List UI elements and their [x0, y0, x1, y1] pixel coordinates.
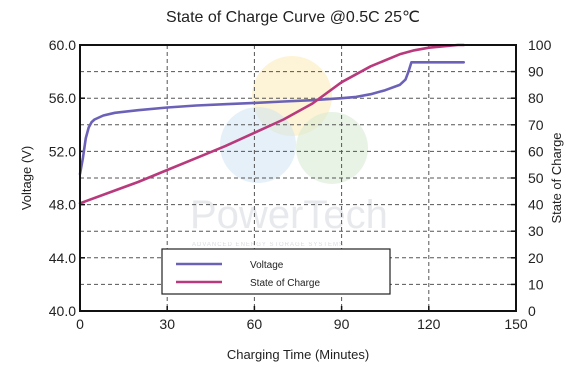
- y-left-tick-label: 44.0: [49, 250, 76, 266]
- legend-box: [161, 248, 391, 295]
- watermark-brand: PowerTech: [190, 193, 388, 237]
- x-tick-label: 0: [76, 316, 84, 332]
- y-left-tick-labels: 40.0 44.0 48.0 52.0 56.0 60.0: [49, 37, 85, 319]
- watermark-logo: PowerTech ADVANCED ENERGY STORAGE SYSTEM…: [190, 56, 388, 248]
- y-right-tick-label: 70: [528, 117, 544, 133]
- y-right-tick-label: 30: [528, 223, 544, 239]
- x-tick-label: 60: [247, 316, 263, 332]
- y-left-tick-label: 60.0: [49, 37, 76, 53]
- x-tick-label: 120: [417, 316, 441, 332]
- y-right-tick-label: 40: [528, 197, 544, 213]
- y-right-tick-label: 10: [528, 276, 544, 292]
- y-left-tick-label: 52.0: [49, 143, 76, 159]
- voltage-line: [78, 60, 466, 176]
- y-left-tick-label: 48.0: [49, 197, 76, 213]
- y-right-tick-label: 20: [528, 250, 544, 266]
- y-right-tick-label: 80: [528, 90, 544, 106]
- y-right-tick-label: 60: [528, 143, 544, 159]
- grid-lines: [80, 45, 516, 311]
- y-left-tick-label: 40.0: [49, 303, 76, 319]
- y-right-tick-labels: 0 10 20 30 40 50 60 70 80 90 100: [511, 37, 552, 319]
- x-axis-label: Charging Time (Minutes): [227, 347, 369, 362]
- y-right-tick-label: 100: [528, 37, 552, 53]
- legend-label-voltage: Voltage: [250, 260, 284, 271]
- legend-label-soc: State of Charge: [250, 278, 320, 289]
- x-tick-label: 30: [159, 316, 175, 332]
- series-lines: [78, 43, 466, 205]
- watermark-blob-green: [296, 112, 368, 184]
- y-right-tick-label: 90: [528, 64, 544, 80]
- x-tick-label: 90: [334, 316, 350, 332]
- y-left-tick-label: 56.0: [49, 90, 76, 106]
- y-left-axis-label: Voltage (V): [19, 146, 34, 210]
- watermark-tagline: ADVANCED ENERGY STORAGE SYSTEMS: [192, 242, 344, 248]
- plot-frame: [79, 44, 517, 312]
- legend: Voltage State of Charge: [161, 248, 391, 295]
- chart-title: State of Charge Curve @0.5C 25℃: [166, 9, 420, 26]
- watermark-blob-blue: [220, 107, 296, 183]
- x-tick-label: 150: [504, 316, 528, 332]
- x-tick-labels: 0 30 60 90 120 150: [76, 306, 528, 332]
- soc-line: [78, 43, 466, 205]
- y-right-axis-label: State of Charge: [549, 132, 564, 223]
- y-right-tick-label: 0: [528, 303, 536, 319]
- y-right-tick-label: 50: [528, 170, 544, 186]
